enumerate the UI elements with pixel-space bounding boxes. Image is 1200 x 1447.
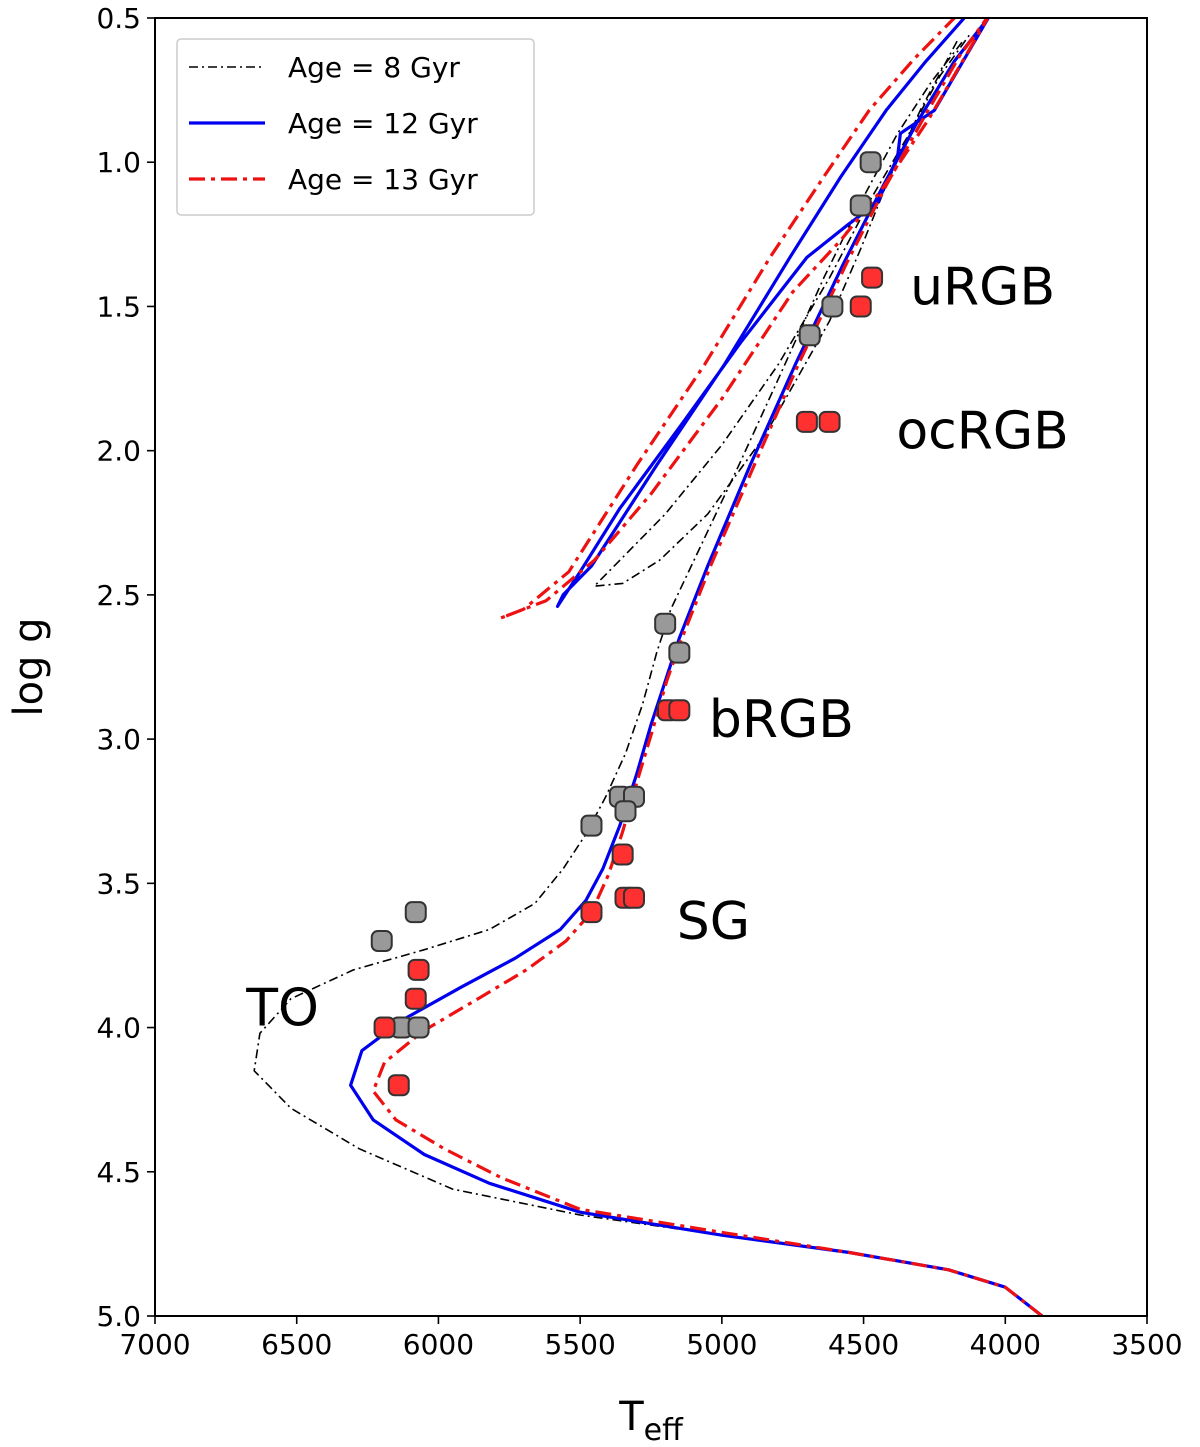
annotation-to: TO xyxy=(245,978,319,1038)
y-tick-label: 2.5 xyxy=(96,579,141,612)
legend-label-age-12-gyr: Age = 12 Gyr xyxy=(288,107,478,140)
y-tick-label: 3.0 xyxy=(96,723,141,756)
data-point-gray-stars xyxy=(580,814,603,837)
data-point-red-stars xyxy=(861,266,884,289)
x-tick-label: 4500 xyxy=(828,1328,899,1361)
x-axis-title-sub: eff xyxy=(644,1413,684,1447)
data-point-red-stars xyxy=(622,886,645,909)
isochrone-curves xyxy=(253,18,1044,1316)
y-tick-label: 3.5 xyxy=(96,867,141,900)
y-axis-title: log g xyxy=(6,617,52,716)
annotation-urgb: uRGB xyxy=(910,257,1055,317)
data-point-gray-stars xyxy=(668,641,691,664)
data-point-red-stars xyxy=(795,410,818,433)
data-point-gray-stars xyxy=(407,1016,430,1039)
annotation-ocrgb: ocRGB xyxy=(896,401,1069,461)
x-tick-label: 4000 xyxy=(970,1328,1041,1361)
x-tick-label: 6500 xyxy=(261,1328,332,1361)
annotation-brgb: bRGB xyxy=(709,690,854,750)
annotations: uRGB ocRGB bRGB SG TO xyxy=(245,257,1069,1038)
y-tick-label: 4.5 xyxy=(96,1156,141,1189)
x-tick-label: 5000 xyxy=(686,1328,757,1361)
data-point-gray-stars xyxy=(370,930,393,953)
series-line-age-8-gyr-main-branch xyxy=(253,40,1043,1316)
annotation-sg: SG xyxy=(677,892,750,952)
plot-frame xyxy=(154,17,1148,1317)
legend-label-age-13-gyr: Age = 13 Gyr xyxy=(288,163,478,196)
data-point-gray-stars xyxy=(798,324,821,347)
legend-box xyxy=(176,38,535,216)
data-point-red-stars xyxy=(818,410,841,433)
y-tick-label: 0.5 xyxy=(96,2,141,35)
y-tick-label: 2.0 xyxy=(96,435,141,468)
data-point-gray-stars xyxy=(859,151,882,174)
x-tick-label: 5500 xyxy=(545,1328,616,1361)
data-point-red-stars xyxy=(373,1016,396,1039)
data-point-red-stars xyxy=(668,699,691,722)
data-point-red-stars xyxy=(580,901,603,924)
data-point-red-stars xyxy=(404,987,427,1010)
x-axis-title: Teff xyxy=(618,1394,684,1447)
plot-area xyxy=(155,18,1147,1316)
data-point-red-stars xyxy=(611,843,634,866)
data-point-gray-stars xyxy=(654,612,677,635)
data-point-gray-stars xyxy=(404,901,427,924)
data-point-red-stars xyxy=(849,295,872,318)
series-line-age-13-gyr-main-branch xyxy=(371,18,1044,1316)
axis-ticks: 7000 6500 6000 5500 5000 4500 4000 3500 0.5 1.0 1.… xyxy=(96,2,1182,1361)
star-points xyxy=(370,151,884,1097)
x-tick-label: 7000 xyxy=(119,1328,190,1361)
y-tick-label: 1.5 xyxy=(96,290,141,323)
y-tick-label: 5.0 xyxy=(96,1300,141,1333)
x-axis-title-main: T xyxy=(618,1394,644,1440)
plot-background xyxy=(155,18,1147,1316)
series-line-age-8-gyr-clump-branch xyxy=(593,31,972,587)
x-tick-label: 3500 xyxy=(1111,1328,1182,1361)
data-point-red-stars xyxy=(407,958,430,981)
legend-label-age-8-gyr: Age = 8 Gyr xyxy=(288,51,460,84)
series-line-age-12-gyr-main-branch xyxy=(349,18,1044,1316)
legend: Age = 8 Gyr Age = 12 Gyr Age = 13 Gyr xyxy=(176,38,535,216)
data-point-gray-stars xyxy=(849,194,872,217)
y-tick-label: 1.0 xyxy=(96,146,141,179)
x-tick-label: 6000 xyxy=(403,1328,474,1361)
y-tick-label: 4.0 xyxy=(96,1012,141,1045)
data-point-gray-stars xyxy=(614,800,637,823)
data-point-red-stars xyxy=(387,1074,410,1097)
data-point-gray-stars xyxy=(821,295,844,318)
